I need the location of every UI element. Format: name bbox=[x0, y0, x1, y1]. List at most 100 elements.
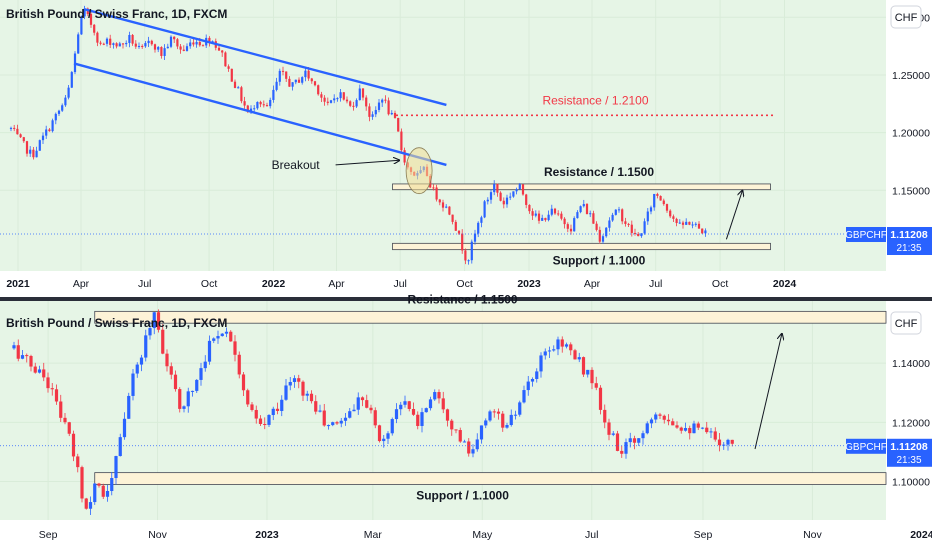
candle-body bbox=[605, 227, 608, 237]
price-tag bbox=[887, 438, 932, 467]
candle-body bbox=[553, 208, 557, 214]
candle-body bbox=[153, 44, 157, 50]
candle-body bbox=[326, 101, 329, 103]
candle-body bbox=[190, 390, 195, 392]
candle-body bbox=[552, 349, 556, 351]
candle-body bbox=[189, 42, 192, 47]
candle-body bbox=[216, 336, 220, 339]
candle-body bbox=[589, 213, 592, 215]
candle-body bbox=[343, 417, 348, 421]
candle-body bbox=[493, 184, 496, 193]
candle-body bbox=[178, 389, 182, 409]
candle-body bbox=[361, 88, 365, 98]
candle-body bbox=[543, 351, 547, 356]
candle-body bbox=[505, 425, 509, 428]
panel1-candles bbox=[9, 5, 707, 265]
candle-body bbox=[454, 221, 457, 231]
panel-divider[interactable] bbox=[0, 297, 932, 301]
candle-body bbox=[70, 72, 73, 88]
candle-body bbox=[530, 378, 535, 382]
candle-body bbox=[607, 422, 611, 435]
candle-body bbox=[704, 230, 707, 234]
candle-body bbox=[665, 204, 669, 211]
panel1-annotations: Resistance / 1.2100 Resistance / 1.1500 Su… bbox=[392, 93, 774, 268]
projection-arrow-icon bbox=[754, 334, 782, 450]
candle-body bbox=[437, 392, 441, 399]
symbol-tag bbox=[846, 227, 886, 243]
candle-body bbox=[441, 202, 445, 208]
candle-body bbox=[672, 216, 675, 219]
candle-body bbox=[246, 390, 250, 405]
candle-body bbox=[33, 366, 37, 373]
candle-body bbox=[339, 92, 342, 99]
panel2-price-scale bbox=[886, 301, 932, 550]
candle-body bbox=[637, 438, 641, 443]
candle-body bbox=[614, 209, 617, 215]
candle-body bbox=[262, 104, 265, 106]
candle-body bbox=[573, 218, 576, 232]
candle-body bbox=[150, 40, 153, 45]
candle-body bbox=[348, 411, 352, 418]
candle-body bbox=[526, 381, 530, 391]
panel1-currency-label: CHF bbox=[895, 12, 918, 24]
candle-body bbox=[480, 217, 483, 223]
candle-body bbox=[492, 411, 496, 413]
candle-body bbox=[700, 427, 705, 429]
zone-rect bbox=[392, 183, 771, 191]
x-tick-label: Oct bbox=[456, 278, 472, 290]
candle-body bbox=[118, 43, 121, 47]
candle-body bbox=[390, 419, 394, 434]
candle-body bbox=[305, 393, 309, 396]
candle-body bbox=[685, 221, 688, 225]
candle-body bbox=[501, 413, 505, 428]
candle-body bbox=[611, 214, 614, 221]
candle-body bbox=[369, 407, 373, 411]
panel1-currency-button[interactable]: CHF bbox=[890, 5, 922, 29]
candle-body bbox=[131, 373, 135, 396]
candle-body bbox=[157, 47, 160, 50]
channel-line bbox=[84, 8, 447, 107]
candle-body bbox=[105, 491, 110, 497]
candle-body bbox=[448, 206, 451, 215]
panel2-currency-button[interactable]: CHF bbox=[890, 311, 922, 335]
candle-body bbox=[102, 43, 105, 45]
candle-body bbox=[352, 105, 355, 107]
candle-body bbox=[669, 210, 672, 217]
y-tick-label: 1.25000 bbox=[892, 70, 930, 82]
candle-body bbox=[67, 422, 71, 434]
candle-body bbox=[556, 339, 560, 350]
candle-body bbox=[307, 70, 310, 79]
candle-body bbox=[467, 441, 471, 454]
zone-rect bbox=[94, 310, 887, 324]
candle-body bbox=[697, 223, 701, 229]
candle-body bbox=[681, 222, 685, 225]
candle-body bbox=[336, 98, 339, 100]
candle-body bbox=[288, 78, 291, 87]
x-tick-label: 2021 bbox=[6, 278, 30, 290]
candle-body bbox=[387, 100, 390, 115]
candle-body bbox=[624, 442, 628, 454]
candle-body bbox=[544, 217, 547, 221]
candle-body bbox=[233, 81, 237, 88]
candle-body bbox=[322, 410, 326, 426]
candle-body bbox=[310, 78, 313, 82]
candle-body bbox=[582, 204, 585, 207]
candle-body bbox=[451, 214, 454, 222]
support-zone-label: Support / 1.1000 bbox=[416, 488, 509, 502]
candle-body bbox=[169, 366, 173, 375]
candle-body bbox=[666, 419, 671, 422]
candle-body bbox=[601, 236, 605, 242]
candle-body bbox=[360, 397, 365, 401]
candle-body bbox=[467, 260, 470, 262]
candle-body bbox=[675, 218, 678, 224]
candle-body bbox=[394, 409, 399, 420]
candle-body bbox=[356, 397, 360, 410]
candle-body bbox=[628, 438, 632, 443]
candle-body bbox=[730, 439, 734, 444]
candle-body bbox=[499, 192, 502, 201]
candle-body bbox=[182, 49, 185, 51]
candle-body bbox=[505, 197, 509, 205]
panel2-y-axis: 1.10000 1.12000 1.14000 GBPCHF 1.11208 21:35 bbox=[845, 358, 932, 489]
candle-body bbox=[428, 399, 433, 409]
candle-body bbox=[333, 98, 336, 101]
